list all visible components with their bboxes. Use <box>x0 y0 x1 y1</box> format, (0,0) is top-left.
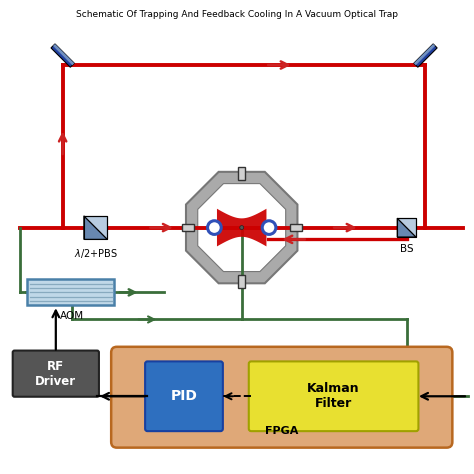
Text: BS: BS <box>400 244 413 254</box>
Polygon shape <box>290 224 302 231</box>
Text: RF
Driver: RF Driver <box>35 360 76 388</box>
Polygon shape <box>84 216 108 239</box>
Polygon shape <box>397 218 416 237</box>
Circle shape <box>240 226 244 229</box>
Polygon shape <box>414 44 437 67</box>
Polygon shape <box>238 167 246 180</box>
Text: FPGA: FPGA <box>265 426 299 437</box>
Circle shape <box>262 221 276 235</box>
Text: $\lambda$/2+PBS: $\lambda$/2+PBS <box>74 247 118 260</box>
Polygon shape <box>51 44 74 67</box>
Text: Schematic Of Trapping And Feedback Cooling In A Vacuum Optical Trap: Schematic Of Trapping And Feedback Cooli… <box>76 10 398 19</box>
Polygon shape <box>53 44 74 65</box>
Text: AOM: AOM <box>60 311 84 321</box>
Polygon shape <box>397 218 416 237</box>
Polygon shape <box>217 209 266 246</box>
Text: PID: PID <box>171 389 198 403</box>
FancyBboxPatch shape <box>111 347 452 447</box>
FancyBboxPatch shape <box>13 351 99 397</box>
FancyBboxPatch shape <box>145 361 223 431</box>
Text: Kalman
Filter: Kalman Filter <box>307 382 360 410</box>
Polygon shape <box>238 275 246 288</box>
Polygon shape <box>182 224 194 231</box>
Polygon shape <box>186 172 298 283</box>
Polygon shape <box>198 183 286 272</box>
FancyBboxPatch shape <box>27 279 115 305</box>
Polygon shape <box>414 44 435 65</box>
Circle shape <box>208 221 221 235</box>
Polygon shape <box>84 216 108 239</box>
FancyBboxPatch shape <box>249 361 419 431</box>
